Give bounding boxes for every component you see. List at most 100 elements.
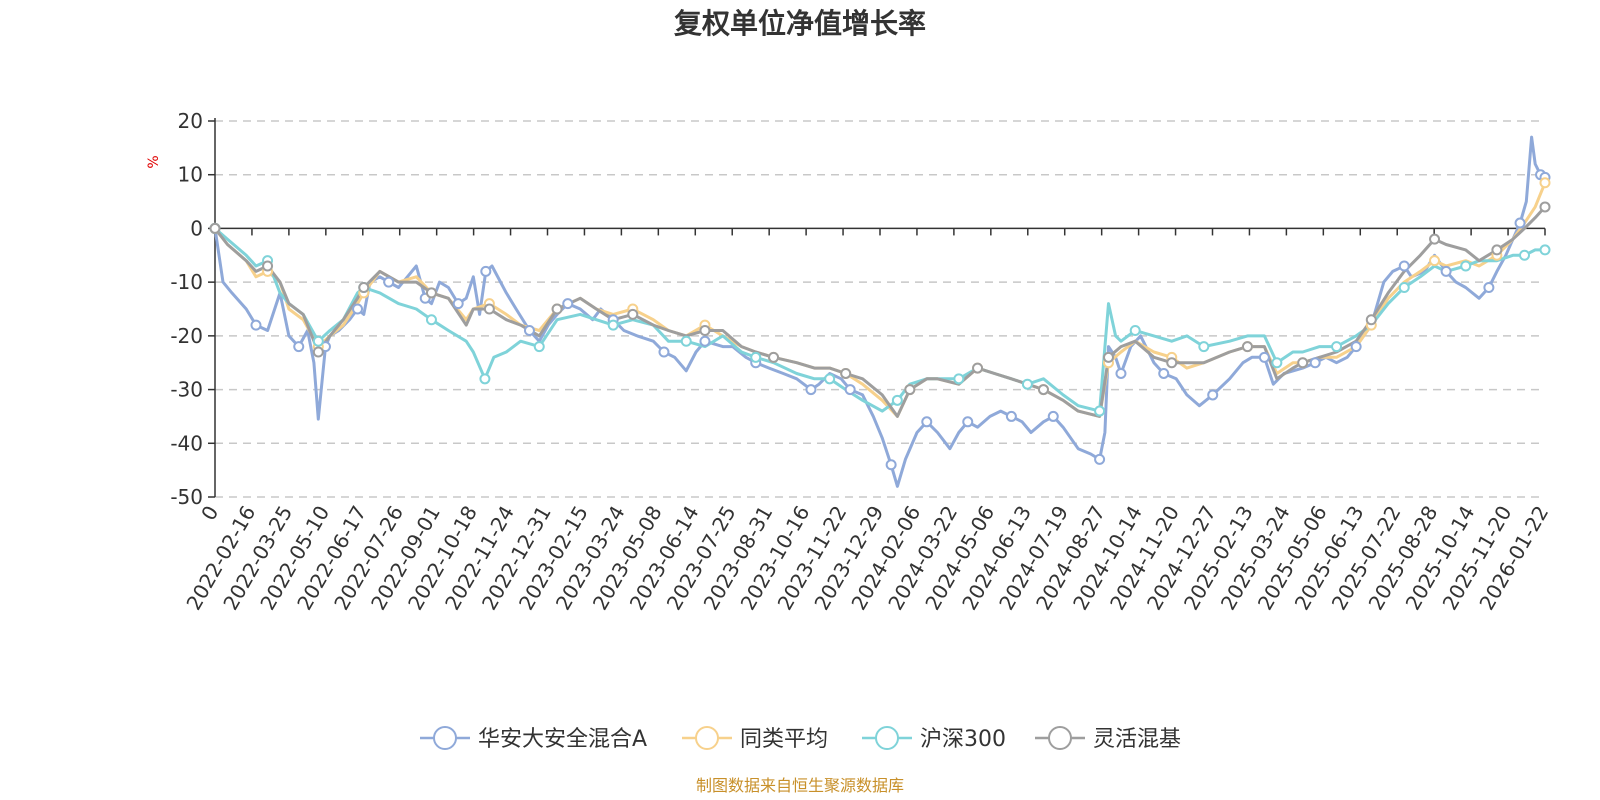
series-marker xyxy=(293,341,305,353)
series-marker xyxy=(1539,244,1551,256)
series-marker xyxy=(352,303,364,315)
legend-label: 同类平均 xyxy=(740,727,828,752)
series-marker xyxy=(1491,244,1503,256)
series-marker xyxy=(1166,357,1178,369)
series-marker xyxy=(844,384,856,396)
series-marker xyxy=(1021,378,1033,390)
series-marker xyxy=(1129,324,1141,336)
series-marker xyxy=(904,384,916,396)
series-marker xyxy=(699,324,711,336)
series-marker xyxy=(1198,341,1210,353)
series-marker xyxy=(1398,282,1410,294)
legend-item-1[interactable]: 同类平均 xyxy=(682,726,828,752)
y-tick-label: 10 xyxy=(178,163,203,187)
legend-label: 华安大安全混合A xyxy=(478,727,647,752)
series-marker xyxy=(1258,351,1270,363)
series-marker xyxy=(1207,389,1219,401)
series-marker xyxy=(479,373,491,385)
series-markers xyxy=(209,169,1551,471)
series-marker xyxy=(262,260,274,272)
legend[interactable]: 华安大安全混合A 同类平均 沪深300 灵活混基 xyxy=(420,726,1181,752)
series-marker xyxy=(627,308,639,320)
legend-item-3[interactable]: 灵活混基 xyxy=(1035,726,1181,752)
series-marker xyxy=(921,416,933,428)
legend-circle-icon xyxy=(1048,726,1072,750)
y-tick-label: -40 xyxy=(170,431,203,455)
series-marker xyxy=(1047,410,1059,422)
series-marker xyxy=(1519,249,1531,261)
series-marker xyxy=(607,319,619,331)
series-marker xyxy=(383,276,395,288)
x-tick-label: 0 xyxy=(196,502,223,525)
series-marker xyxy=(1514,217,1526,229)
series-marker xyxy=(1115,367,1127,379)
series-marker xyxy=(840,367,852,379)
y-tick-label: -10 xyxy=(170,270,203,294)
series-marker xyxy=(1271,357,1283,369)
legend-item-2[interactable]: 沪深300 xyxy=(862,726,1006,752)
series-marker xyxy=(425,287,437,299)
legend-circle-icon xyxy=(695,726,719,750)
y-tick-label: -20 xyxy=(170,324,203,348)
series-marker xyxy=(680,335,692,347)
chart-title: 复权单位净值增长率 xyxy=(674,7,926,40)
source-note: 制图数据来自恒生聚源数据库 xyxy=(696,776,904,795)
series-marker xyxy=(885,459,897,471)
legend-label: 灵活混基 xyxy=(1093,727,1181,752)
series-marker xyxy=(972,362,984,374)
series-marker xyxy=(1297,357,1309,369)
series-marker xyxy=(750,351,762,363)
series-marker xyxy=(824,373,836,385)
series-marker xyxy=(312,346,324,358)
series-line-1 xyxy=(213,182,1547,418)
series-lines xyxy=(213,135,1547,488)
series-marker xyxy=(533,341,545,353)
y-axis-ticks: 20 10 0 -10 -20 -30 -40 -50 xyxy=(170,109,1545,509)
series-marker xyxy=(891,394,903,406)
series-marker xyxy=(1429,233,1441,245)
y-tick-label: -50 xyxy=(170,485,203,509)
series-marker xyxy=(962,416,974,428)
grid-lines xyxy=(215,120,1545,498)
series-line-0 xyxy=(213,135,1546,488)
y-tick-label: -30 xyxy=(170,378,203,402)
series-marker xyxy=(562,298,574,310)
series-marker xyxy=(1460,260,1472,272)
series-marker xyxy=(1094,405,1106,417)
y-tick-label: 20 xyxy=(178,109,203,133)
series-marker xyxy=(452,298,464,310)
series-marker xyxy=(209,222,221,234)
series-marker xyxy=(1241,341,1253,353)
series-marker xyxy=(358,282,370,294)
series-marker xyxy=(1429,255,1441,267)
legend-circle-icon xyxy=(433,726,457,750)
series-marker xyxy=(1309,357,1321,369)
series-marker xyxy=(1539,177,1551,189)
series-marker xyxy=(1539,201,1551,213)
series-marker xyxy=(312,335,324,347)
series-marker xyxy=(699,335,711,347)
series-marker xyxy=(1037,384,1049,396)
series-marker xyxy=(483,303,495,315)
y-tick-label: 0 xyxy=(190,216,203,240)
series-marker xyxy=(551,303,563,315)
series-marker xyxy=(250,319,262,331)
series-marker xyxy=(523,324,535,336)
series-marker xyxy=(1102,351,1114,363)
series-marker xyxy=(480,265,492,277)
legend-circle-icon xyxy=(875,726,899,750)
series-marker xyxy=(1365,314,1377,326)
series-marker xyxy=(658,346,670,358)
series-marker xyxy=(1094,453,1106,465)
y-axis-label: % xyxy=(146,155,162,168)
series-marker xyxy=(1158,367,1170,379)
series-marker xyxy=(425,314,437,326)
series-marker xyxy=(1005,410,1017,422)
legend-item-0[interactable]: 华安大安全混合A xyxy=(420,726,647,752)
legend-label: 沪深300 xyxy=(920,727,1006,752)
series-marker xyxy=(805,384,817,396)
series-marker xyxy=(1398,260,1410,272)
series-marker xyxy=(768,351,780,363)
series-marker xyxy=(1483,282,1495,294)
